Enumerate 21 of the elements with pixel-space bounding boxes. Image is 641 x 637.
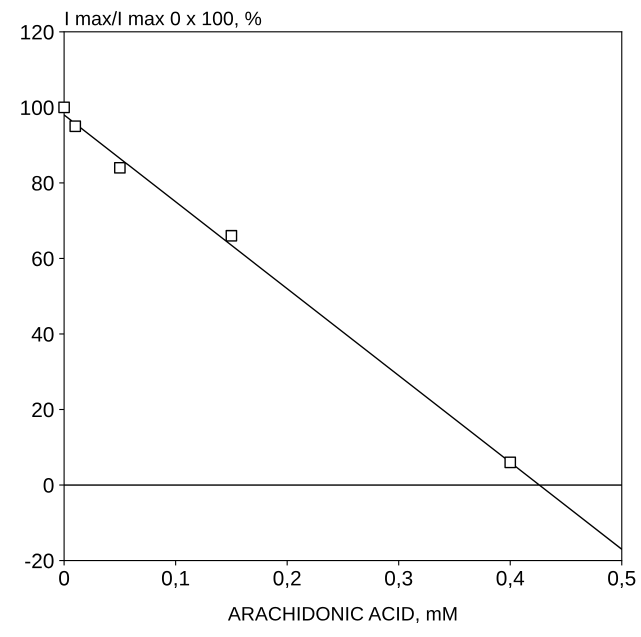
x-tick-label: 0,1	[162, 570, 190, 588]
y-tick-label: 100	[21, 100, 54, 116]
y-tick-label: -20	[25, 554, 54, 568]
x-tick-label: 0,5	[608, 570, 636, 588]
x-tick-label: 0,2	[274, 570, 301, 588]
y-tick-label: 60	[32, 251, 54, 266]
point	[504, 456, 516, 468]
y-tick-label: 0	[44, 478, 54, 493]
y-axis-title: I max/I max 0 x 100, %	[66, 11, 262, 28]
x-axis-title: ARACHIDONIC ACID, mM	[228, 606, 456, 623]
y-tick-label: 120	[21, 24, 54, 40]
x-tick-label: 0	[59, 570, 70, 586]
y-tick-label: 40	[32, 326, 54, 342]
x-tick-label: 0,4	[496, 570, 524, 588]
y-tick-label: 80	[32, 176, 54, 191]
point	[58, 102, 70, 114]
point	[69, 120, 82, 132]
y-tick-label: 20	[32, 402, 54, 418]
x-tick-label: 0,3	[385, 570, 412, 588]
point	[226, 230, 238, 242]
point	[114, 162, 126, 174]
